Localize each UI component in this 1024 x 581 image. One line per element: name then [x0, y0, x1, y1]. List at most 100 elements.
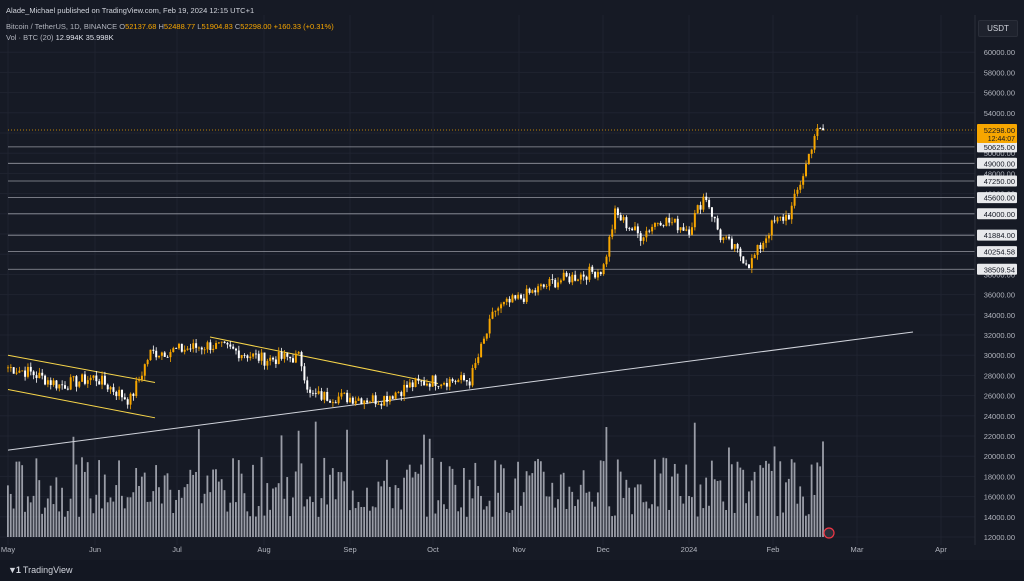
candle-body [428, 383, 431, 387]
candle-body [448, 379, 451, 387]
candle-body [531, 290, 534, 293]
volume-bar [545, 496, 548, 537]
volume-bar [522, 492, 525, 537]
candle-body [406, 384, 408, 388]
volume-bar [525, 471, 528, 537]
candle-body [83, 374, 86, 384]
candle-body [61, 384, 64, 386]
volume-bar [408, 464, 411, 537]
volume-bar [477, 486, 480, 537]
volume-legend: Vol · BTC (20) 12.994K 35.998K [6, 33, 114, 42]
candle-body [69, 377, 72, 390]
candle-body [748, 264, 750, 269]
volume-bar [463, 468, 465, 537]
candle-body [155, 350, 158, 358]
candle-body [86, 380, 89, 384]
volume-bar [406, 469, 408, 537]
volume-bar [81, 457, 83, 537]
volume-bar [52, 504, 55, 537]
volume-bar [420, 464, 423, 537]
price-axis[interactable]: 12000.00 14000.00 16000.00 18000.00 20000.00… [974, 15, 1015, 545]
volume-bar [286, 477, 289, 537]
volume-bar [742, 469, 745, 537]
volume-bar [542, 471, 545, 537]
volume-bar [813, 494, 816, 537]
level-tag [977, 246, 1017, 258]
volume-bar [75, 464, 78, 537]
candle-body [733, 244, 736, 249]
volume-bar [668, 509, 670, 537]
candle-body [480, 343, 483, 358]
volume-bar [599, 460, 602, 537]
trendline-yellow [7, 389, 156, 419]
candle-body [391, 396, 394, 399]
volume-bar [400, 509, 403, 537]
candle-body [482, 338, 485, 344]
candle-body [431, 375, 434, 387]
candle-body [662, 225, 665, 227]
price-tick-label: 34000.00 [984, 311, 1015, 320]
candle-body [35, 375, 38, 379]
volume-bar [502, 468, 505, 537]
candle-body [497, 308, 500, 311]
volume-bar [220, 479, 223, 537]
volume-bar [465, 516, 468, 537]
price-tick-label: 36000.00 [984, 291, 1015, 300]
volume-bar [115, 485, 118, 537]
volume-bar [793, 462, 796, 537]
volume-bar [351, 490, 354, 537]
volume-bar [596, 492, 599, 537]
price-tick-label: 60000.00 [984, 48, 1015, 57]
chart-grid [0, 15, 975, 545]
trendlines [7, 331, 914, 451]
candle-body [571, 274, 574, 283]
volume-bar [616, 459, 619, 537]
volume-bar [577, 499, 579, 537]
volume-bar [24, 511, 26, 537]
volume-bar [32, 495, 35, 537]
candle-body [679, 227, 682, 231]
volume-bar [38, 480, 41, 537]
candle-body [605, 256, 608, 265]
currency-selector[interactable]: USDT [978, 20, 1018, 37]
volume-bar [101, 508, 103, 537]
candle-body [129, 393, 132, 405]
volume-bar [152, 491, 155, 537]
volume-bar [625, 479, 628, 537]
candle-body [303, 366, 306, 381]
volume-bar [112, 501, 115, 537]
volume-bar [437, 500, 440, 537]
candle-body [366, 400, 369, 403]
volume-bar [816, 462, 819, 537]
time-axis[interactable]: May Jun Jul Aug Sep Oct Nov Dec 2024 Feb Mar Apr [1, 545, 947, 554]
volume-bar [269, 509, 271, 537]
volume-bar [357, 501, 360, 537]
candle-body [15, 372, 18, 374]
volume-bar [169, 489, 172, 537]
tradingview-wordmark: TradingView [22, 565, 73, 575]
candle-body [494, 310, 497, 312]
candle-body [21, 370, 24, 372]
candle-body [710, 207, 713, 217]
volume-bar [730, 464, 733, 537]
volume-bar [434, 513, 437, 537]
candle-body [796, 189, 799, 194]
ohlc-h-label: H [158, 22, 164, 31]
volume-bar [277, 483, 280, 537]
candle-body [235, 348, 237, 351]
volume-bar [309, 496, 311, 537]
volume-bar [659, 473, 662, 537]
volume-bar [679, 496, 682, 537]
candle-body [619, 215, 622, 221]
volume-bar [272, 488, 274, 537]
volume-bar [728, 447, 730, 537]
candle-body [505, 298, 508, 302]
time-tick-label: Jul [172, 545, 182, 554]
ohlc-l-label: L [197, 22, 202, 31]
volume-bar [360, 507, 363, 537]
volume-bar [49, 485, 52, 537]
volume-bar [126, 497, 129, 537]
candle-body [602, 264, 605, 275]
candle-body [309, 389, 312, 393]
